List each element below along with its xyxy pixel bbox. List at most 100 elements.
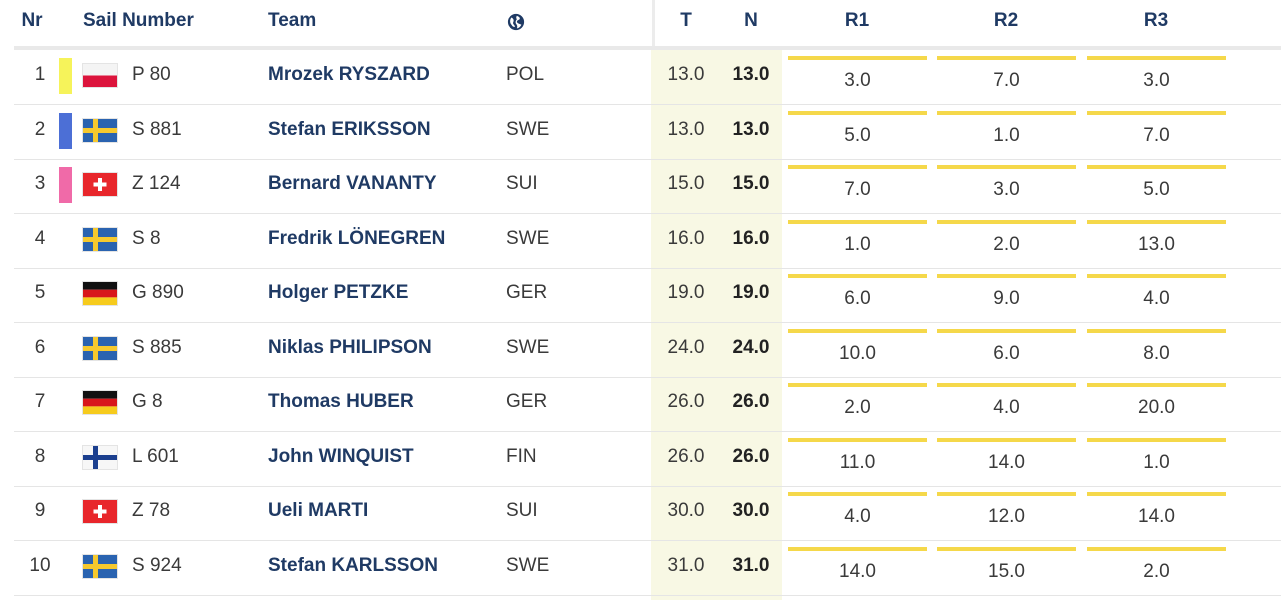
race-2-value: 6.0 <box>993 342 1020 364</box>
race-1-score[interactable]: 10.0 <box>788 328 927 373</box>
table-row[interactable]: 5 G 890 Holger PETZKE GER 19.0 19.0 6.0 9.0 4.0 <box>14 268 1281 323</box>
race-2-score[interactable]: 4.0 <box>937 383 1076 427</box>
table-row[interactable]: 8 L 601 John WINQUIST FIN 26.0 26.0 11.0 14.0 1.… <box>14 432 1281 487</box>
net-points: 24.0 <box>732 336 770 358</box>
total-points: 13.0 <box>667 118 705 140</box>
sui-flag-icon <box>83 500 117 523</box>
race-3-score[interactable]: 2.0 <box>1087 546 1226 591</box>
sail-number: S 924 <box>132 554 182 576</box>
header-nr[interactable]: Nr <box>21 10 43 31</box>
race-2-score[interactable]: 6.0 <box>937 328 1076 373</box>
race-2-score[interactable]: 12.0 <box>937 492 1076 536</box>
race-1-value: 4.0 <box>844 506 871 527</box>
race-1-score[interactable]: 6.0 <box>788 274 927 318</box>
table-header: Nr Sail Number Team T N R1 R2 R3 <box>14 0 1281 50</box>
header-total[interactable]: T <box>680 10 692 31</box>
race-3-score[interactable]: 14.0 <box>1087 492 1226 536</box>
race-1-score[interactable]: 14.0 <box>788 546 927 591</box>
nation-code: FIN <box>506 445 537 467</box>
team-name-link[interactable]: Niklas PHILIPSON <box>268 336 432 358</box>
race-2-value: 3.0 <box>993 179 1020 200</box>
race-2-score[interactable]: 14.0 <box>937 437 1076 482</box>
race-1-score[interactable]: 1.0 <box>788 219 927 264</box>
race-3-score[interactable]: 13.0 <box>1087 219 1226 264</box>
race-2-score[interactable]: 7.0 <box>937 56 1076 100</box>
race-3-score[interactable]: 5.0 <box>1087 165 1226 209</box>
race-2-score[interactable]: 3.0 <box>937 165 1076 209</box>
rank: 9 <box>34 500 46 521</box>
team-name-link[interactable]: Fredrik LÖNEGREN <box>268 227 446 249</box>
race-3-value: 8.0 <box>1143 342 1170 364</box>
rank-marker <box>59 167 72 203</box>
race-2-score[interactable]: 15.0 <box>937 546 1076 591</box>
rank-marker <box>59 112 72 149</box>
race-3-score[interactable]: 3.0 <box>1087 56 1226 100</box>
nation-code: GER <box>506 391 548 412</box>
race-3-score[interactable]: 1.0 <box>1087 437 1226 482</box>
race-1-score[interactable]: 11.0 <box>788 437 927 482</box>
race-1-score[interactable]: 3.0 <box>788 56 927 100</box>
race-1-score[interactable]: 4.0 <box>788 492 927 536</box>
race-2-value: 15.0 <box>988 560 1025 582</box>
table-row[interactable]: 2 S 881 Stefan ERIKSSON SWE 13.0 13.0 5.0 1.0 7.… <box>14 105 1281 160</box>
race-1-value: 14.0 <box>839 560 876 582</box>
swe-flag-icon <box>83 336 117 360</box>
net-points: 26.0 <box>732 445 770 467</box>
header-r2[interactable]: R2 <box>993 10 1019 31</box>
race-2-value: 1.0 <box>993 124 1020 146</box>
race-1-score[interactable]: 2.0 <box>788 383 927 427</box>
table-row[interactable]: 7 G 8 Thomas HUBER GER 26.0 26.0 2.0 4.0 20.0 <box>14 377 1281 432</box>
header-r3[interactable]: R3 <box>1143 10 1169 31</box>
race-3-score[interactable]: 20.0 <box>1087 383 1226 427</box>
race-3-score[interactable]: 8.0 <box>1087 328 1226 373</box>
total-points: 31.0 <box>667 554 705 576</box>
nation-code: SUI <box>506 500 538 521</box>
header-r1[interactable]: R1 <box>844 10 870 31</box>
race-1-value: 2.0 <box>844 397 871 418</box>
race-3-value: 5.0 <box>1143 179 1170 200</box>
table-row[interactable]: 1 P 80 Mrozek RYSZARD POL 13.0 13.0 3.0 7.0 3.0 <box>14 50 1281 105</box>
race-3-value: 1.0 <box>1143 451 1170 473</box>
table-row[interactable]: 3 Z 124 Bernard VANANTY SUI 15.0 15.0 7.0 3.0 5.… <box>14 159 1281 214</box>
table-row[interactable]: 10 S 924 Stefan KARLSSON SWE 31.0 31.0 14.0 15.… <box>14 541 1281 596</box>
nation-code: SWE <box>506 227 550 249</box>
race-2-score[interactable]: 1.0 <box>937 110 1076 155</box>
team-name-link[interactable]: Stefan KARLSSON <box>268 554 438 576</box>
race-1-value: 7.0 <box>844 179 871 200</box>
race-3-score[interactable]: 7.0 <box>1087 110 1226 155</box>
team-name-link[interactable]: Stefan ERIKSSON <box>268 118 431 140</box>
globe-icon[interactable] <box>507 13 525 31</box>
nation-code: SWE <box>506 118 550 140</box>
race-2-value: 9.0 <box>993 288 1020 309</box>
table-row[interactable]: 4 S 8 Fredrik LÖNEGREN SWE 16.0 16.0 1.0 2.0 13.… <box>14 214 1281 269</box>
race-1-score[interactable]: 7.0 <box>788 165 927 209</box>
team-name-link[interactable]: John WINQUIST <box>268 445 414 467</box>
total-points: 16.0 <box>667 227 705 249</box>
header-net[interactable]: N <box>744 10 758 31</box>
team-name-link[interactable]: Ueli MARTI <box>268 500 369 521</box>
table-row[interactable]: 9 Z 78 Ueli MARTI SUI 30.0 30.0 4.0 12.0 14.0 <box>14 486 1281 541</box>
nation-code: GER <box>506 282 548 303</box>
sail-number: P 80 <box>132 64 171 85</box>
race-1-score[interactable]: 5.0 <box>788 110 927 155</box>
swe-flag-icon <box>83 554 117 578</box>
team-name-link[interactable]: Mrozek RYSZARD <box>268 64 430 85</box>
race-3-value: 14.0 <box>1138 506 1175 527</box>
rank: 2 <box>34 118 46 140</box>
race-2-score[interactable]: 2.0 <box>937 219 1076 264</box>
team-name-link[interactable]: Holger PETZKE <box>268 282 409 303</box>
team-name-link[interactable]: Thomas HUBER <box>268 391 414 412</box>
total-points: 30.0 <box>667 500 705 521</box>
team-name-link[interactable]: Bernard VANANTY <box>268 173 437 194</box>
total-points: 19.0 <box>667 282 705 303</box>
rank: 4 <box>34 227 46 249</box>
header-team[interactable]: Team <box>268 10 317 31</box>
table-row[interactable]: 6 S 885 Niklas PHILIPSON SWE 24.0 24.0 10.0 6.0… <box>14 323 1281 378</box>
header-sail-number[interactable]: Sail Number <box>83 10 194 31</box>
pol-flag-icon <box>83 64 117 87</box>
rank: 1 <box>34 64 46 85</box>
race-2-score[interactable]: 9.0 <box>937 274 1076 318</box>
column-separator <box>652 0 655 46</box>
race-2-value: 12.0 <box>988 506 1025 527</box>
race-3-score[interactable]: 4.0 <box>1087 274 1226 318</box>
